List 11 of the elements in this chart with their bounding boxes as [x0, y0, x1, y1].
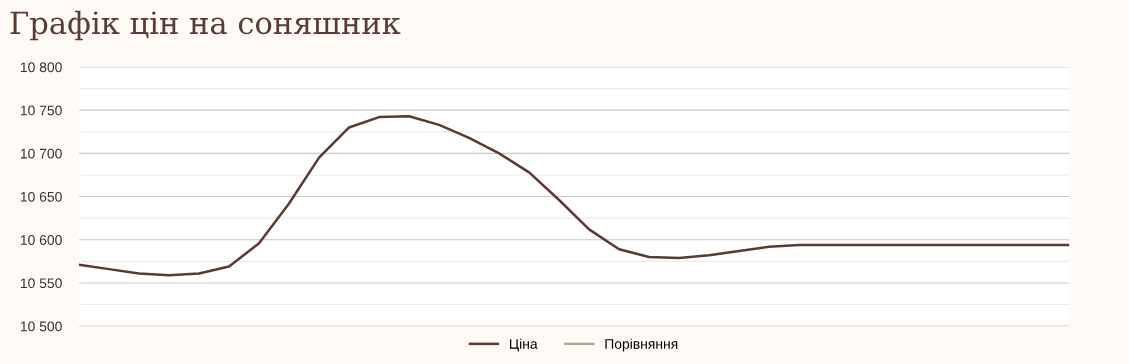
- legend-label: Порівняння: [605, 338, 678, 352]
- y-tick-label: 10 700: [20, 148, 62, 159]
- y-tick-label: 10 750: [20, 105, 62, 116]
- y-tick-label: 10 800: [20, 62, 62, 73]
- legend-label: Ціна: [510, 338, 538, 352]
- y-tick-label: 10 600: [20, 235, 62, 245]
- y-tick-label: 10 650: [20, 191, 62, 202]
- line-series: [79, 114, 1070, 277]
- y-tick-label: 10 550: [20, 278, 62, 289]
- y-tick-label: 10 500: [20, 321, 62, 332]
- chart-title: Графік цін на соняшник: [10, 10, 401, 41]
